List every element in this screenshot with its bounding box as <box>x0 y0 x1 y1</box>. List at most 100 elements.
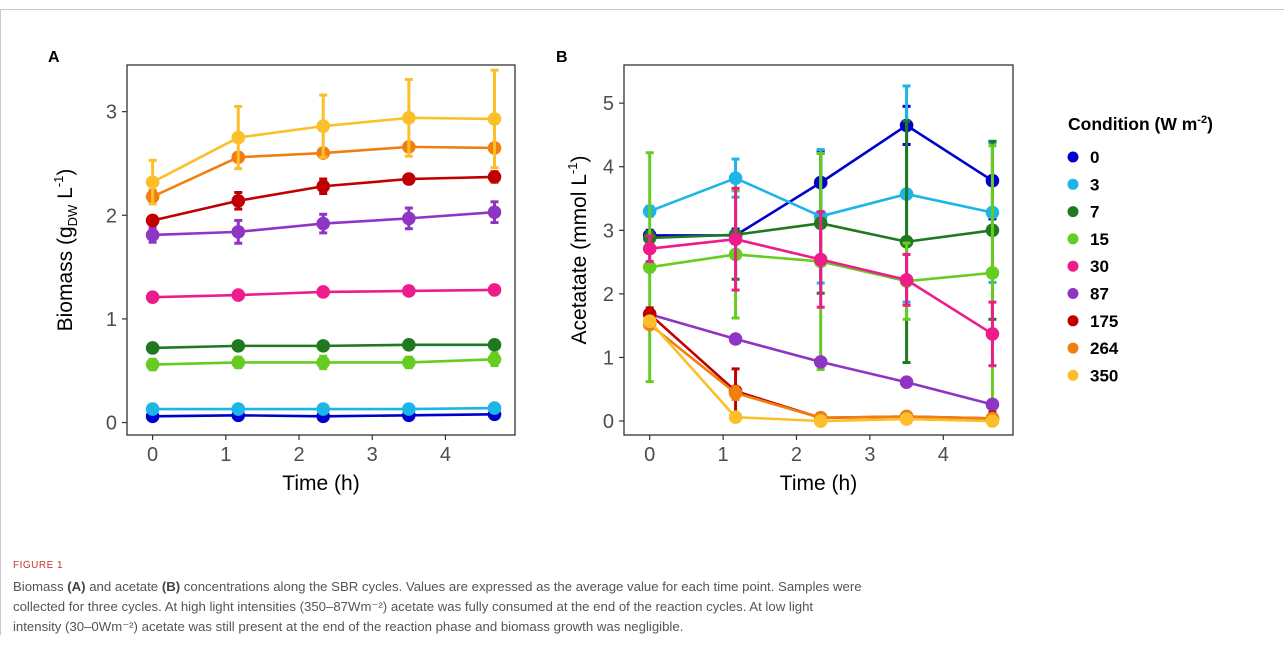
series-30 <box>642 186 1000 368</box>
data-point <box>231 402 246 416</box>
y-tick-label: 3 <box>603 220 614 242</box>
legend-label: 87 <box>1090 285 1109 304</box>
data-point <box>487 352 502 367</box>
data-point <box>145 341 160 355</box>
data-point <box>402 338 416 352</box>
data-point <box>145 357 160 372</box>
legend-label: 0 <box>1090 148 1099 167</box>
legend-label: 264 <box>1090 339 1119 358</box>
legend-label: 3 <box>1090 175 1099 194</box>
data-point <box>316 355 330 370</box>
data-point <box>487 338 502 352</box>
data-point <box>231 225 246 239</box>
data-point <box>899 273 914 287</box>
data-point <box>813 252 828 267</box>
y-axis-label-sup: -1 <box>51 176 66 188</box>
caption-line-3: intensity (30–0Wm⁻²) acetate was still p… <box>13 619 684 634</box>
data-point <box>316 179 330 194</box>
legend-swatch <box>1067 369 1079 381</box>
data-point <box>813 414 828 428</box>
y-axis-label: Biomass (gDW L-1) <box>51 169 80 332</box>
y-axis-label-unit: L <box>54 187 77 205</box>
series-30 <box>145 283 502 304</box>
legend-swatch <box>1067 315 1079 327</box>
caption-ref-a: (A) <box>67 579 86 594</box>
data-point <box>728 332 743 346</box>
plot-border <box>623 64 1014 436</box>
series-3 <box>145 401 502 416</box>
y-axis-label-main: Biomass (g <box>54 226 77 331</box>
data-point <box>728 171 743 185</box>
data-point <box>487 283 502 297</box>
y-tick-label: 3 <box>106 102 117 124</box>
x-tick-label: 1 <box>220 444 231 466</box>
panel-a: A 0 1 2 3 4 0 1 2 3 Time (h) Biomass (gDW L-1) <box>48 49 516 495</box>
x-tick-label: 3 <box>864 444 875 466</box>
x-tick-label: 3 <box>367 444 378 466</box>
x-tick-label: 4 <box>938 444 949 466</box>
panel-b: B 0 1 2 3 4 0 1 2 3 4 5 Time (h) Acetatate (mmol L-1) <box>556 49 1014 495</box>
data-point <box>728 386 743 400</box>
data-point <box>487 112 502 126</box>
y-axis-label-sup: -1 <box>565 163 580 175</box>
data-point <box>145 228 160 242</box>
y-tick-label: 1 <box>603 347 614 369</box>
y-axis-label-sub: DW <box>65 204 80 226</box>
data-point <box>316 119 330 133</box>
legend-label: 175 <box>1090 312 1118 331</box>
figure-caption: Biomass (A) and acetate (B) concentratio… <box>13 577 1253 637</box>
data-point <box>642 241 657 256</box>
data-point <box>728 232 743 246</box>
y-axis-label-main: Acetatate (mmol L <box>568 174 591 344</box>
data-point <box>145 213 160 228</box>
data-point <box>899 375 914 390</box>
series-350 <box>642 314 1000 428</box>
data-point <box>316 285 330 299</box>
x-tick-label: 1 <box>718 444 729 466</box>
legend-title: Condition (W m-2) <box>1068 114 1213 134</box>
data-point <box>642 260 657 274</box>
legend-item-3: 3 <box>1067 175 1099 194</box>
y-tick-label: 0 <box>106 413 117 435</box>
data-point <box>402 402 416 416</box>
legend-item-15: 15 <box>1067 230 1109 249</box>
data-point <box>402 355 416 370</box>
series-7 <box>145 338 502 355</box>
plot-border <box>126 64 516 436</box>
caption-ref-b: (B) <box>161 579 181 594</box>
x-tick-label: 2 <box>791 444 802 466</box>
data-point <box>231 193 246 208</box>
data-point <box>402 172 416 186</box>
legend-label: 7 <box>1090 203 1099 222</box>
data-point <box>728 410 743 424</box>
legend-item-87: 87 <box>1067 285 1109 304</box>
legend-title-end: ) <box>1207 114 1213 134</box>
data-point <box>899 412 914 426</box>
data-point <box>231 355 246 370</box>
data-point <box>145 402 160 416</box>
legend-label: 15 <box>1090 230 1109 249</box>
legend-label: 30 <box>1090 257 1109 276</box>
data-point <box>985 414 1000 428</box>
y-tick-label: 5 <box>603 93 614 115</box>
legend-swatch <box>1067 342 1079 354</box>
y-tick-label: 0 <box>603 411 614 433</box>
legend-item-264: 264 <box>1067 339 1119 358</box>
data-point <box>231 288 246 302</box>
caption-line-2: collected for three cycles. At high ligh… <box>13 599 814 614</box>
data-point <box>231 339 246 353</box>
legend-title-sup: -2 <box>1197 114 1207 126</box>
data-point <box>642 314 657 329</box>
legend-swatch <box>1067 260 1079 272</box>
panel-letter: B <box>556 49 568 66</box>
x-tick-label: 0 <box>644 444 655 466</box>
y-tick-label: 2 <box>106 205 117 227</box>
series-15 <box>145 351 502 372</box>
data-point <box>402 111 416 125</box>
caption-line-1: Biomass (A) and acetate (B) concentratio… <box>13 579 862 594</box>
data-point <box>316 216 330 231</box>
data-point <box>316 339 330 353</box>
data-point <box>487 205 502 219</box>
legend-item-350: 350 <box>1067 366 1118 385</box>
